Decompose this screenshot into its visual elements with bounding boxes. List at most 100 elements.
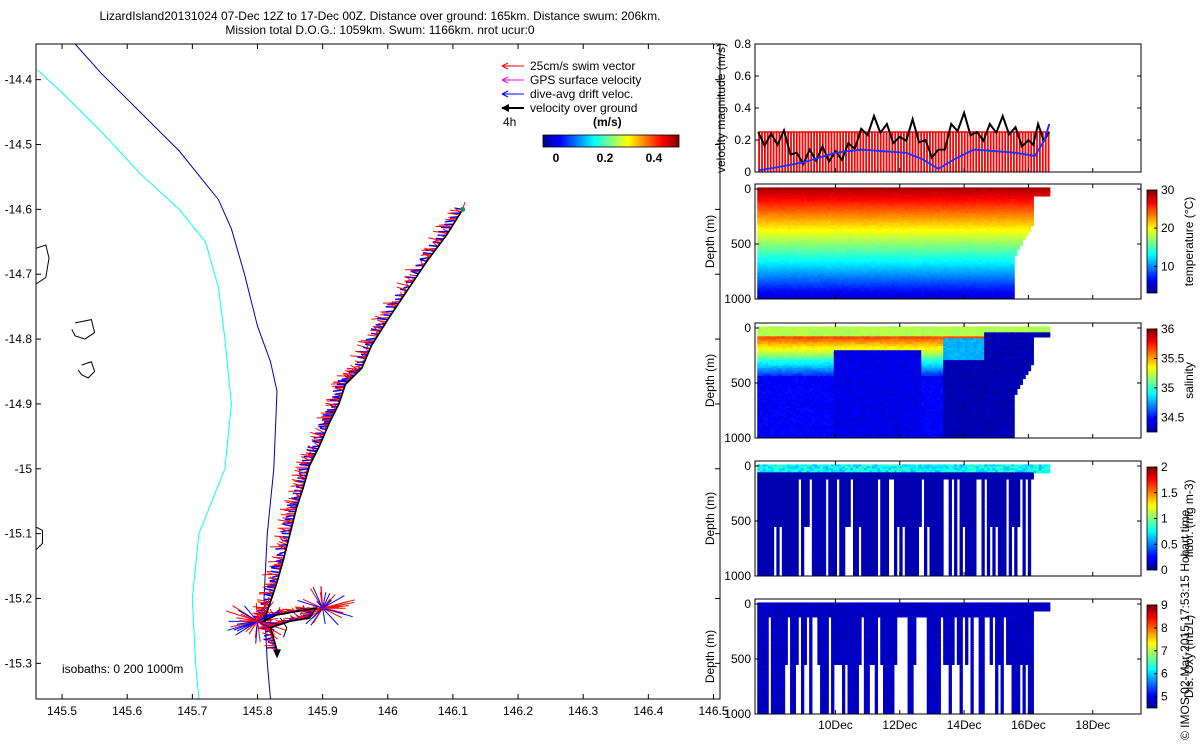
drift-vector [270, 570, 280, 574]
profile-sample [828, 252, 832, 256]
swim-vector [322, 608, 326, 624]
profile-sample [795, 280, 799, 284]
swim-speed-bar [923, 132, 925, 172]
profile-sample [913, 242, 917, 246]
profile-sample [825, 266, 829, 270]
profile-sample [836, 286, 840, 290]
profile-sample [831, 231, 835, 235]
profile-sample [866, 193, 870, 197]
profile-sample [784, 232, 788, 237]
profile-sample [822, 207, 827, 211]
profile-sample [779, 197, 783, 201]
profile-sample [770, 292, 775, 296]
swim-vector [433, 230, 448, 234]
profile-sample [899, 248, 903, 252]
profile-sample [779, 278, 783, 282]
profile-sample [896, 197, 900, 201]
profile-sample [803, 217, 807, 221]
profile-sample [825, 227, 829, 231]
profile-sample [844, 290, 848, 294]
profile-sample [866, 187, 870, 191]
profile-sample [836, 282, 840, 286]
profile-sample [894, 215, 898, 219]
profile-sample [809, 191, 813, 195]
profile-sample [853, 262, 857, 266]
profile-sample [798, 294, 802, 298]
profile-sample [855, 264, 859, 268]
profile-sample [861, 266, 865, 270]
profile-sample [847, 213, 851, 217]
profile-sample [828, 242, 832, 246]
profile-sample [844, 225, 848, 229]
profile-sample [904, 195, 909, 199]
profile-sample [760, 240, 764, 245]
profile-sample [910, 231, 914, 235]
profile-sample [885, 264, 889, 268]
profile-sample [866, 225, 870, 229]
profile-sample [844, 282, 848, 286]
profile-sample [869, 229, 873, 233]
profile-sample [768, 232, 772, 237]
profile-sample [817, 292, 821, 296]
profile-sample [896, 221, 900, 225]
profile-sample [798, 242, 802, 246]
profile-sample [814, 238, 818, 243]
profile-sample [809, 280, 813, 284]
profile-sample [863, 246, 868, 250]
profile-sample [781, 227, 786, 231]
profile-sample [839, 268, 843, 272]
profile-sample [894, 232, 898, 237]
profile-sample [806, 276, 810, 280]
profile-sample [822, 246, 827, 250]
profile-sample [817, 221, 821, 225]
profile-sample [776, 225, 780, 229]
profile-sample [831, 248, 835, 252]
profile-sample [861, 246, 865, 250]
profile-sample [762, 254, 766, 258]
profile-sample [836, 284, 840, 288]
profile-sample [787, 272, 791, 276]
profile-sample [861, 292, 865, 296]
profile-sample [904, 221, 909, 225]
profile-sample [833, 272, 837, 276]
profile-sample [850, 209, 854, 213]
profile-sample [904, 290, 909, 294]
profile-sample [828, 272, 832, 276]
profile-sample [866, 254, 870, 258]
profile-sample [803, 252, 807, 256]
profile-sample [896, 262, 900, 266]
profile-sample [820, 290, 824, 294]
profile-sample [781, 232, 786, 237]
profile-sample [770, 252, 775, 256]
profile-sample [828, 227, 832, 231]
swim-vector [376, 319, 386, 324]
profile-sample [773, 197, 777, 201]
profile-sample [820, 199, 824, 203]
profile-sample [842, 223, 846, 227]
profile-sample [904, 296, 909, 300]
profile-sample [885, 296, 889, 300]
profile-sample [863, 292, 868, 296]
profile-sample [885, 272, 889, 276]
profile-sample [863, 274, 868, 278]
profile-sample [765, 280, 769, 284]
profile-sample [825, 219, 829, 223]
profile-sample [839, 250, 843, 254]
profile-sample [880, 207, 884, 211]
profile-sample [842, 197, 846, 201]
profile-sample [825, 296, 829, 300]
profile-sample [757, 264, 761, 268]
profile-sample [902, 254, 906, 258]
profile-sample [866, 292, 870, 296]
profile-sample [831, 225, 835, 229]
profile-sample [787, 197, 791, 201]
profile-sample [822, 282, 827, 286]
profile-sample [757, 234, 761, 239]
drift-vector [326, 408, 337, 411]
profile-sample [781, 231, 786, 235]
swim-vector [409, 274, 418, 277]
profile-sample [790, 292, 794, 296]
profile-sample [885, 227, 889, 231]
profile-sample [899, 197, 903, 201]
profile-sample [836, 232, 840, 237]
